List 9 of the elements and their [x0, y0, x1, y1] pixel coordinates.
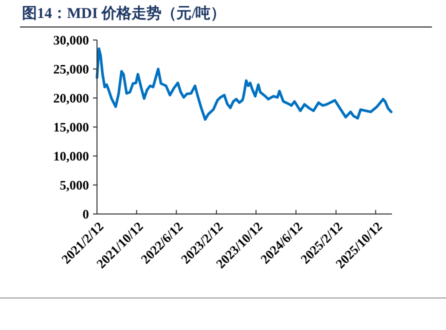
- line-series: [96, 47, 392, 121]
- y-tick-label: 30,000: [53, 32, 89, 48]
- y-tick-label: 10,000: [53, 148, 89, 164]
- y-tick-label: 20,000: [53, 90, 89, 106]
- y-tick-label: 5,000: [60, 178, 89, 193]
- y-tick-label: 25,000: [53, 62, 89, 77]
- y-tick-label: 0: [82, 206, 89, 222]
- y-tick-label: 15,000: [53, 120, 89, 135]
- chart-title: 图14：MDI 价格走势（元/吨）: [22, 5, 226, 22]
